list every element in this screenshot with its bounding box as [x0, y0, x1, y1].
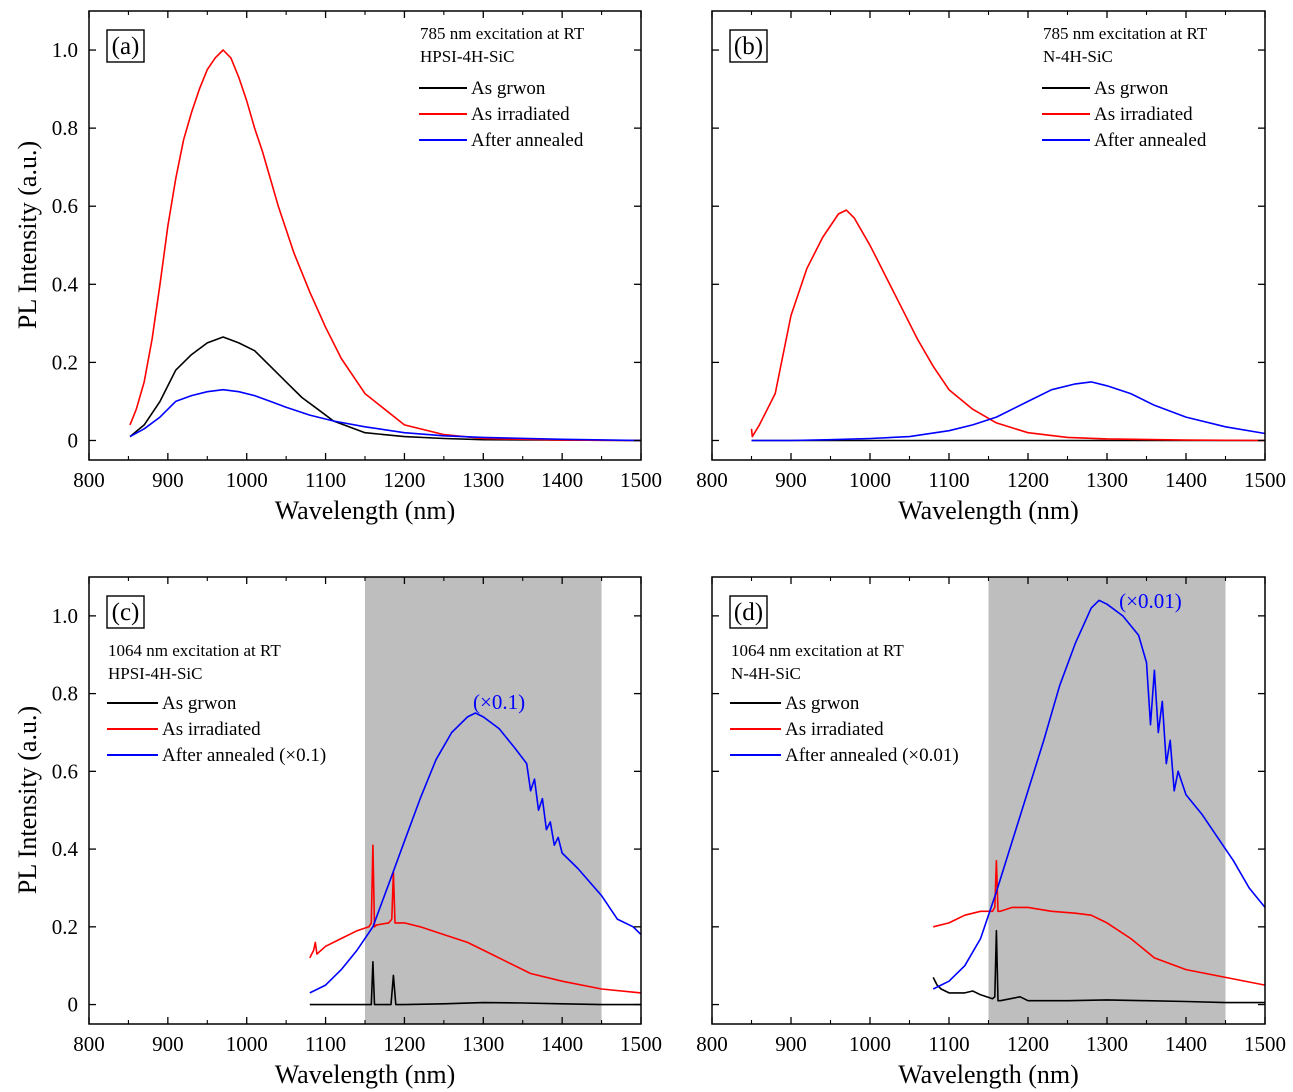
- panel-b: 800 900 1000 1100 1200 1300 1400 1500 Wavelength…: [696, 10, 1286, 525]
- note-text: N-4H-SiC: [1043, 47, 1113, 66]
- y-axis-title-bottom: PL Intensity (a.u.): [13, 706, 42, 894]
- series-line-as-grown: [309, 960, 641, 1006]
- legend-label: As irradiated: [471, 104, 570, 125]
- legend-label: As irradiated: [162, 719, 261, 740]
- scale-annotation: (×0.1): [473, 690, 525, 714]
- legend-label: After annealed: [1094, 130, 1207, 151]
- legend-label: As grwon: [471, 78, 546, 99]
- legend-label: As grwon: [1094, 78, 1169, 99]
- legend-label: After annealed (×0.1): [162, 745, 326, 766]
- panel-label: (d): [734, 599, 763, 626]
- y-tick-label: 0.8: [52, 116, 78, 140]
- series-line-as-irradiated: [933, 859, 1266, 986]
- x-tick-label: 1300: [462, 1032, 504, 1056]
- x-tick-label: 1500: [620, 1032, 662, 1056]
- x-tick-label: 1200: [383, 1032, 425, 1056]
- note-text: 1064 nm excitation at RT: [108, 641, 281, 660]
- y-tick-label: 1.0: [52, 604, 78, 628]
- x-tick-label: 1000: [849, 468, 891, 492]
- y-tick-label: 0.4: [52, 272, 79, 296]
- x-axis-title: Wavelength (nm): [275, 496, 456, 525]
- x-tick-label: 800: [696, 1032, 728, 1056]
- note-text: HPSI-4H-SiC: [108, 664, 202, 683]
- panel-label: (b): [734, 33, 763, 60]
- x-tick-label: 1300: [1086, 1032, 1128, 1056]
- panel-label: (a): [112, 33, 140, 60]
- x-tick-label: 1100: [928, 468, 969, 492]
- panel-d: 800 900 1000 1100 1200 1300 1400 1500 Wavelength…: [696, 576, 1286, 1089]
- x-tick-label: 1400: [541, 1032, 583, 1056]
- series-line-after-annealed: [309, 712, 642, 994]
- series-line-as-irradiated: [129, 49, 642, 442]
- x-tick-label: 1200: [1007, 468, 1049, 492]
- x-tick-label: 1200: [1007, 1032, 1049, 1056]
- note-text: 785 nm excitation at RT: [1043, 24, 1208, 43]
- scale-annotation: (×0.01): [1119, 589, 1182, 613]
- legend-label: After annealed (×0.01): [785, 745, 959, 766]
- shaded-region: [988, 577, 1226, 1024]
- x-tick-label: 800: [73, 468, 105, 492]
- legend-label: As grwon: [162, 693, 237, 714]
- shaded-region: [365, 577, 602, 1024]
- x-tick-label: 1300: [1086, 468, 1128, 492]
- x-tick-label: 900: [152, 468, 184, 492]
- note-text: 1064 nm excitation at RT: [731, 641, 904, 660]
- panel-c: 800 900 1000 1100 1200 1300 1400 1500 0 0.2 0.4 0.6…: [52, 576, 662, 1089]
- note-text: HPSI-4H-SiC: [420, 47, 514, 66]
- x-tick-label: 800: [73, 1032, 105, 1056]
- x-tick-label: 1100: [305, 1032, 346, 1056]
- series-line-after-annealed: [751, 381, 1266, 442]
- panel-label-box: [729, 595, 768, 629]
- y-tick-label: 1.0: [52, 38, 78, 62]
- x-tick-label: 1000: [226, 468, 268, 492]
- series-line-after-annealed: [932, 599, 1266, 990]
- x-tick-label: 1100: [305, 468, 346, 492]
- series-line-as-irradiated: [309, 844, 642, 994]
- axes-frame: [711, 10, 1266, 461]
- x-tick-label: 1500: [1244, 1032, 1286, 1056]
- panel-label-box: [106, 595, 145, 629]
- note-text: 785 nm excitation at RT: [420, 24, 585, 43]
- panel-label-box: [729, 29, 768, 63]
- y-tick-label: 0: [68, 993, 79, 1017]
- x-tick-label: 900: [152, 1032, 184, 1056]
- note-text: N-4H-SiC: [731, 664, 801, 683]
- x-tick-label: 1400: [1165, 468, 1207, 492]
- y-tick-label: 0.8: [52, 682, 78, 706]
- x-axis-title: Wavelength (nm): [275, 1060, 456, 1089]
- x-tick-label: 1500: [620, 468, 662, 492]
- x-tick-label: 1400: [541, 468, 583, 492]
- x-tick-label: 1000: [849, 1032, 891, 1056]
- series-line-as-grown: [129, 336, 642, 442]
- y-axis-title-top: PL Intensity (a.u.): [13, 141, 42, 329]
- x-tick-label: 800: [696, 468, 728, 492]
- panel-label-box: [106, 29, 145, 63]
- legend-label: As irradiated: [1094, 104, 1193, 125]
- x-axis-title: Wavelength (nm): [898, 496, 1079, 525]
- series-line-as-grown: [932, 929, 1265, 1004]
- x-tick-label: 1200: [383, 468, 425, 492]
- series-line-as-irradiated: [750, 209, 1266, 442]
- y-tick-label: 0.6: [52, 759, 78, 783]
- x-tick-label: 900: [775, 468, 807, 492]
- series-line-after-annealed: [129, 388, 642, 442]
- legend-label: As irradiated: [785, 719, 884, 740]
- y-tick-label: 0.2: [52, 350, 78, 374]
- x-tick-label: 1000: [226, 1032, 268, 1056]
- panel-a: 800 900 1000 1100 1200 1300 1400 1500 0 0.2 0.4 0.6…: [52, 10, 662, 525]
- y-tick-label: 0.6: [52, 194, 78, 218]
- x-tick-label: 900: [775, 1032, 807, 1056]
- x-tick-label: 1400: [1165, 1032, 1207, 1056]
- y-tick-label: 0: [68, 428, 79, 452]
- x-axis-title: Wavelength (nm): [898, 1060, 1079, 1089]
- panel-label: (c): [112, 599, 140, 626]
- y-tick-label: 0.4: [52, 837, 79, 861]
- legend-label: As grwon: [785, 693, 860, 714]
- legend-label: After annealed: [471, 130, 584, 151]
- x-tick-label: 1300: [462, 468, 504, 492]
- x-tick-label: 1100: [928, 1032, 969, 1056]
- x-tick-label: 1500: [1244, 468, 1286, 492]
- y-tick-label: 0.2: [52, 915, 78, 939]
